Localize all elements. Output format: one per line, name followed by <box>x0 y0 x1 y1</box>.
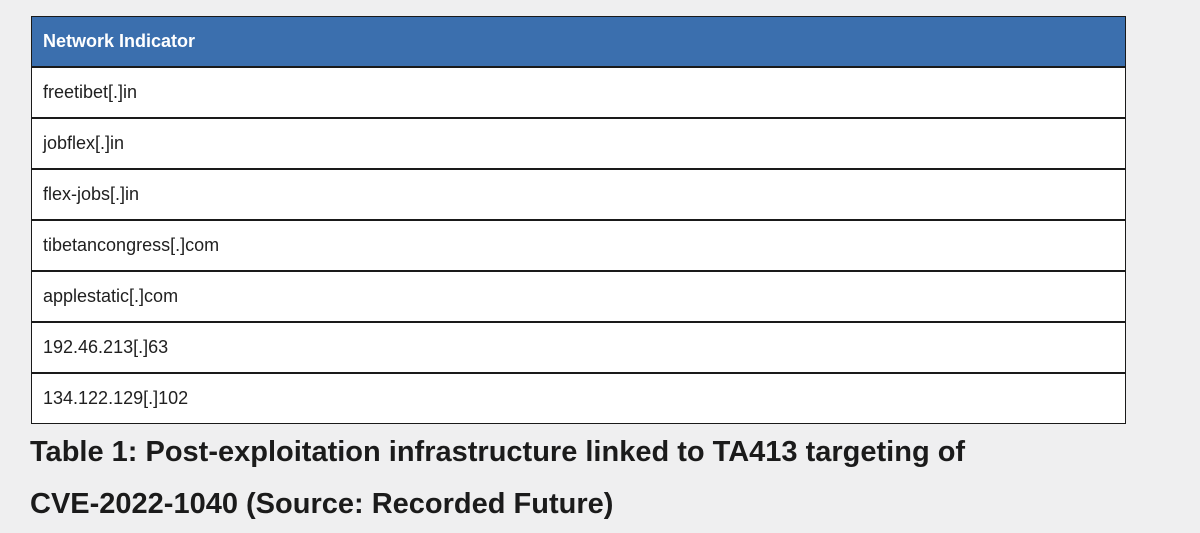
table-row: flex-jobs[.]in <box>31 167 1126 220</box>
table-row: tibetancongress[.]com <box>31 218 1126 271</box>
indicator-cell: freetibet[.]in <box>31 65 1126 118</box>
table-row: 134.122.129[.]102 <box>31 371 1126 424</box>
caption-line-2: CVE-2022-1040 (Source: Recorded Future) <box>30 488 614 520</box>
indicator-cell: applestatic[.]com <box>31 269 1126 322</box>
table-header-row: Network Indicator <box>31 16 1126 67</box>
table-row: jobflex[.]in <box>31 116 1126 169</box>
indicator-cell: 134.122.129[.]102 <box>31 371 1126 424</box>
column-header-network-indicator: Network Indicator <box>31 16 1126 67</box>
table-caption: Table 1: Post-exploitation infrastructur… <box>30 426 1180 530</box>
indicator-cell: jobflex[.]in <box>31 116 1126 169</box>
indicator-cell: flex-jobs[.]in <box>31 167 1126 220</box>
table-row: applestatic[.]com <box>31 269 1126 322</box>
network-indicator-table: Network Indicator freetibet[.]in jobflex… <box>31 16 1126 424</box>
indicator-table-container: Network Indicator freetibet[.]in jobflex… <box>31 16 1126 424</box>
table-row: freetibet[.]in <box>31 65 1126 118</box>
caption-line-1: Table 1: Post-exploitation infrastructur… <box>30 436 966 468</box>
table-row: 192.46.213[.]63 <box>31 320 1126 373</box>
indicator-cell: tibetancongress[.]com <box>31 218 1126 271</box>
indicator-cell: 192.46.213[.]63 <box>31 320 1126 373</box>
